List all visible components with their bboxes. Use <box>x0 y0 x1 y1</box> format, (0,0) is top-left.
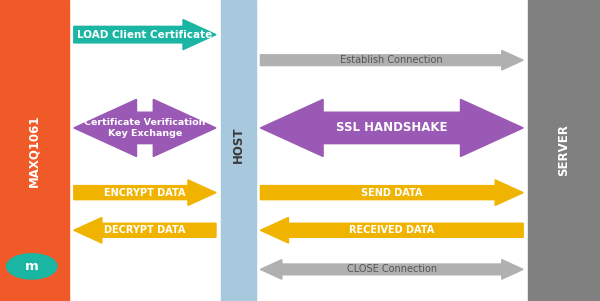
Text: m: m <box>25 260 38 273</box>
Text: Establish Connection: Establish Connection <box>340 55 443 65</box>
Text: SEND DATA: SEND DATA <box>361 188 422 198</box>
Text: LOAD Client Certificate: LOAD Client Certificate <box>77 29 212 40</box>
Text: CLOSE Connection: CLOSE Connection <box>347 264 437 275</box>
Text: SSL HANDSHAKE: SSL HANDSHAKE <box>336 121 448 135</box>
Polygon shape <box>260 99 523 157</box>
Polygon shape <box>260 180 523 205</box>
Polygon shape <box>260 217 523 243</box>
Polygon shape <box>260 50 523 70</box>
Text: HOST: HOST <box>232 126 245 163</box>
Polygon shape <box>74 99 216 157</box>
Polygon shape <box>74 20 216 50</box>
Polygon shape <box>260 259 523 279</box>
Text: SERVER: SERVER <box>557 125 571 176</box>
Text: RECEIVED DATA: RECEIVED DATA <box>349 225 434 235</box>
Text: MAXQ1061: MAXQ1061 <box>28 114 41 187</box>
Polygon shape <box>74 180 216 205</box>
Bar <box>221 0 256 301</box>
Bar <box>528 0 600 301</box>
Circle shape <box>7 254 57 279</box>
Polygon shape <box>74 217 216 243</box>
Text: DECRYPT DATA: DECRYPT DATA <box>104 225 185 235</box>
Bar <box>0 0 69 301</box>
Text: ENCRYPT DATA: ENCRYPT DATA <box>104 188 185 198</box>
Text: Certificate Verification
Key Exchange: Certificate Verification Key Exchange <box>84 118 206 138</box>
